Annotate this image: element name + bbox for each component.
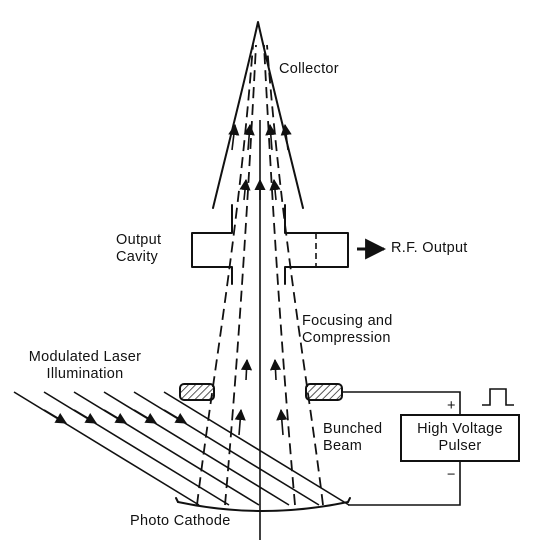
- focusing-label-line-1: Focusing and: [302, 313, 393, 329]
- bunched-beam-line-2: Beam: [323, 438, 363, 454]
- output-cavity-label-line-1: Output: [116, 232, 162, 248]
- bunched-beam-line-1: Bunched: [323, 421, 383, 437]
- output-cavity-label: Output Cavity: [116, 232, 161, 266]
- output-cavity-label-line-2: Cavity: [116, 249, 159, 265]
- output-cavity: [191, 204, 349, 285]
- high-voltage-pulser-label: High Voltage Pulser: [401, 421, 519, 455]
- pulser-label-line-1: High Voltage: [417, 421, 503, 437]
- focusing-label-line-2: Compression: [302, 330, 391, 346]
- minus-terminal-label: −: [447, 467, 456, 483]
- laser-label-line-2: Illumination: [46, 366, 124, 382]
- pulser-label-line-2: Pulser: [438, 438, 482, 454]
- square-pulse-icon: [482, 388, 514, 406]
- focusing-electrode-left: [179, 383, 215, 401]
- pulser-wiring: [342, 391, 461, 506]
- collector-cone: [212, 21, 304, 209]
- rf-output-label: R.F. Output: [391, 240, 468, 256]
- photo-cathode: [175, 497, 351, 512]
- beam-direction-arrows: [228, 123, 292, 436]
- bunched-beam-label: Bunched Beam: [323, 421, 382, 455]
- laser-illumination-rays: [13, 391, 350, 506]
- focusing-compression-label: Focusing and Compression: [302, 313, 393, 347]
- laser-illumination-label: Modulated Laser Illumination: [12, 349, 158, 383]
- collector-label: Collector: [279, 61, 339, 77]
- high-voltage-pulser-box: [400, 414, 520, 462]
- focusing-electrode-right: [305, 383, 343, 401]
- laser-label-line-1: Modulated Laser: [28, 349, 142, 365]
- plus-terminal-label: +: [447, 398, 456, 414]
- photo-cathode-label: Photo Cathode: [130, 513, 231, 529]
